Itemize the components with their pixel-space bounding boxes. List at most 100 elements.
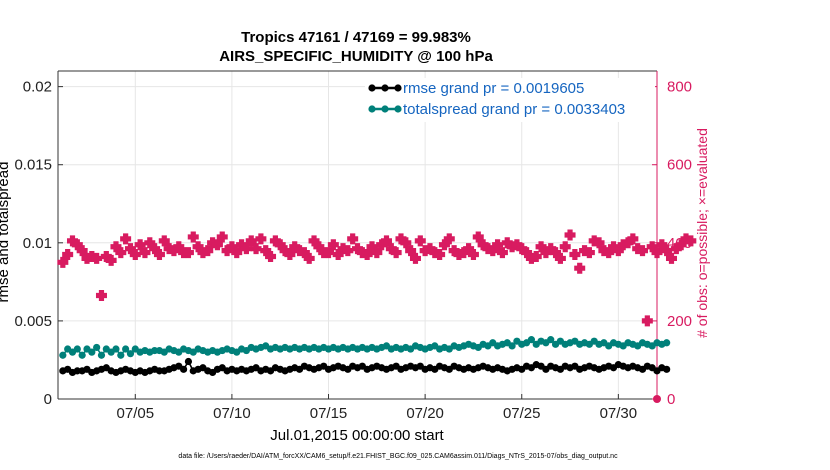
obs-evaluated-point — [434, 249, 446, 261]
obs-evaluated-point — [110, 241, 122, 253]
y2-tick-label: 400 — [667, 235, 692, 252]
totalspread-point — [117, 351, 125, 359]
y2-axis-label: # of obs: o=possible; ×=evaluated — [694, 128, 710, 338]
obs-evaluated-point — [651, 247, 663, 259]
obs-evaluated-point — [274, 239, 286, 251]
y-axis-label: rmse and totalspread — [0, 162, 12, 303]
obs-evaluated-point — [279, 245, 291, 257]
obs-evaluated-point — [448, 245, 460, 257]
totalspread-point — [122, 345, 130, 353]
obs-evaluated-point — [395, 233, 407, 245]
obs-evaluated-point — [535, 241, 547, 253]
rmse-point — [184, 357, 193, 366]
obs-evaluated-point — [376, 239, 388, 251]
obs-evaluated-point — [308, 235, 320, 247]
y2-tick-label: 600 — [667, 157, 692, 174]
obs-evaluated-point — [226, 241, 238, 253]
obs-evaluated-point — [361, 249, 373, 261]
legend-background — [365, 78, 655, 122]
obs-evaluated-point — [554, 252, 566, 264]
obs-evaluated-point — [641, 315, 653, 327]
obs-evaluated-point — [574, 262, 586, 274]
x-tick-label: 07/05 — [117, 405, 155, 422]
obs-evaluated-point — [221, 245, 233, 257]
legend-rmse-marker — [381, 84, 389, 92]
obs-evaluated-point — [622, 237, 634, 249]
obs-evaluated-point — [153, 249, 165, 261]
legend-rmse-label: rmse grand pr = 0.0019605 — [403, 80, 584, 97]
obs-evaluated-point — [57, 256, 69, 268]
totalspread-point — [88, 348, 96, 356]
totalspread-point — [508, 342, 516, 350]
obs-evaluated-point — [583, 247, 595, 259]
obs-evaluated-point — [327, 239, 339, 251]
obs-evaluated-point — [202, 245, 214, 257]
chart-title-line2: AIRS_SPECIFIC_HUMIDITY @ 100 hPa — [219, 48, 493, 65]
obs-evaluated-point — [323, 247, 335, 259]
obs-evaluated-point — [265, 250, 277, 262]
x-tick-label: 07/15 — [310, 405, 348, 422]
obs-evaluated-point — [400, 237, 412, 249]
obs-evaluated-point — [105, 254, 117, 266]
totalspread-point — [527, 336, 536, 344]
obs-evaluated-point — [76, 245, 88, 257]
obs-evaluated-point — [66, 235, 78, 247]
obs-evaluated-point — [656, 239, 668, 251]
obs-evaluated-point — [627, 233, 639, 245]
obs-evaluated-point — [187, 231, 199, 243]
totalspread-point — [663, 339, 671, 347]
obs-evaluated-point — [158, 235, 170, 247]
y-tick-label: 0.02 — [23, 79, 52, 96]
obs-evaluated-point — [550, 247, 562, 259]
obs-evaluated-point — [313, 241, 325, 253]
obs-evaluated-point — [593, 237, 605, 249]
obs-evaluated-point — [487, 245, 499, 257]
obs-evaluated-point — [492, 239, 504, 251]
obs-evaluated-point — [608, 241, 620, 253]
obs-evaluated-point — [120, 233, 132, 245]
obs-evaluated-point — [139, 247, 151, 259]
obs-evaluated-point — [236, 239, 248, 251]
series-layer — [57, 229, 697, 403]
obs-evaluated-point — [521, 247, 533, 259]
obs-evaluated-point — [342, 245, 354, 257]
obs-evaluated-point — [414, 235, 426, 247]
obs-evaluated-point — [192, 241, 204, 253]
obs-evaluated-point — [129, 249, 141, 261]
obs-evaluated-point — [496, 247, 508, 259]
obs-evaluated-point — [289, 241, 301, 253]
obs-evaluated-point — [612, 245, 624, 257]
obs-evaluated-point — [371, 247, 383, 259]
obs-evaluated-point — [637, 245, 649, 257]
y-tick-label: 0.005 — [14, 313, 52, 330]
obs-evaluated-point — [260, 245, 272, 257]
legend-totalspread-marker — [381, 105, 389, 113]
obs-evaluated-point — [231, 247, 243, 259]
obs-evaluated-point — [71, 239, 83, 251]
y-tick-label: 0.01 — [23, 235, 52, 252]
obs-evaluated-point — [250, 243, 262, 255]
obs-evaluated-point — [380, 235, 392, 247]
legend-totalspread-label: totalspread grand pr = 0.0033403 — [403, 101, 625, 118]
obs-evaluated-point — [559, 241, 571, 253]
obs-evaluated-point — [458, 247, 470, 259]
obs-evaluated-point — [168, 245, 180, 257]
chart-title-line1: Tropics 47161 / 47169 = 99.983% — [241, 29, 471, 46]
legend-rmse-marker — [394, 84, 402, 92]
obs-evaluated-point — [100, 250, 112, 262]
obs-evaluated-point — [284, 249, 296, 261]
obs-evaluated-point — [255, 233, 267, 245]
obs-evaluated-point — [463, 243, 475, 255]
y2-tick-label: 800 — [667, 79, 692, 96]
obs-evaluated-point — [124, 243, 136, 255]
x-tick-label: 07/20 — [406, 405, 444, 422]
obs-evaluated-point — [216, 231, 228, 243]
obs-evaluated-point — [603, 247, 615, 259]
obs-evaluated-point — [661, 245, 673, 257]
obs-evaluated-point — [134, 239, 146, 251]
obs-evaluated-point — [569, 249, 581, 261]
y-tick-label: 0 — [44, 391, 52, 408]
obs-evaluated-point — [173, 241, 185, 253]
obs-evaluated-point — [144, 237, 156, 249]
y2-tick-label: 200 — [667, 313, 692, 330]
